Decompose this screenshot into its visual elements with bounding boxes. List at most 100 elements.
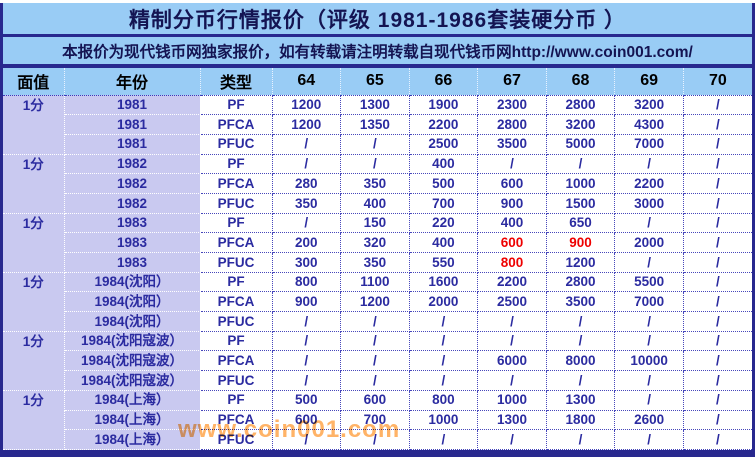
price-cell: / — [409, 370, 479, 391]
year-cell: 1981 — [64, 95, 201, 116]
price-cell: / — [272, 370, 342, 391]
price-cell: 350 — [340, 173, 410, 194]
price-cell: 900 — [272, 291, 342, 313]
price-cell: / — [546, 154, 616, 175]
price-cell: 2600 — [614, 410, 684, 431]
price-cell: 3200 — [614, 95, 684, 116]
table-row: 1982 PFCA 280 350 500 600 1000 2200/ — [3, 173, 752, 194]
grade-type-cell: PFUC — [200, 193, 273, 214]
grade-type-cell: PFUC — [200, 370, 273, 391]
table-row: 1984(沈阳） PFUC / / / / / / / — [3, 311, 752, 332]
table-row: 1983 PFCA 200 320 400 600 900 2000/ — [3, 232, 752, 253]
price-cell: / — [409, 331, 479, 352]
table-row: 1分 1983 PF/150 220 400 650// — [3, 213, 752, 273]
column-header-8: 69 — [614, 68, 684, 96]
price-cell: / — [340, 331, 410, 352]
year-cell: 1984(沈阳） — [64, 272, 201, 293]
price-cell: / — [683, 134, 752, 155]
table-row: 1984(沈阳寇波） PFCA / //6000 8000 10000/ — [3, 350, 752, 372]
grade-type-cell: PFCA — [200, 291, 273, 313]
price-cell: / — [340, 311, 410, 332]
price-cell: 600 — [272, 410, 342, 431]
year-cell: 1984(上海） — [64, 429, 201, 450]
price-cell: 800 — [477, 252, 547, 273]
grade-type-cell: PF — [200, 95, 273, 116]
price-cell: 3500 — [546, 291, 616, 313]
price-cell: / — [683, 429, 752, 450]
price-cell: 1900 — [409, 95, 479, 116]
price-cell: 1600 — [409, 272, 479, 293]
price-cell: 350 — [272, 193, 342, 214]
table-row: 1984(沈阳寇波） PFUC / / / / / / / — [3, 370, 752, 391]
price-cell: 600 — [477, 232, 547, 253]
price-cell: 320 — [340, 232, 410, 253]
table-row: 1983 PFUC 300 350 550 800 1200// — [3, 252, 752, 273]
grade-type-cell: PFUC — [200, 429, 273, 450]
denomination-cell: 1分 — [3, 331, 65, 391]
price-cell: / — [683, 370, 752, 391]
price-cell: 600 — [340, 390, 410, 411]
price-cell: / — [272, 213, 342, 234]
price-cell: 1300 — [340, 95, 410, 116]
price-cell: 650 — [546, 213, 616, 234]
price-cell: / — [477, 154, 547, 175]
price-cell: 2200 — [477, 272, 547, 293]
price-cell: 500 — [409, 173, 479, 194]
price-cell: 1500 — [546, 193, 616, 214]
price-cell: / — [546, 429, 616, 450]
price-cell: / — [340, 350, 410, 372]
price-cell: 700 — [340, 410, 410, 431]
table-row: 1982 PFUC 350 400 700 900 1500 3000/ — [3, 193, 752, 214]
price-cell: 500 — [272, 390, 342, 411]
price-cell: 200 — [272, 232, 342, 253]
price-cell: / — [614, 252, 684, 273]
price-cell: / — [683, 193, 752, 214]
price-cell: 2800 — [546, 272, 616, 293]
table-row: 1984(上海） PFCA 600 700 1000 1300 1800 2600/ — [3, 410, 752, 431]
table-row: 1分 1984(沈阳） PF 800 1100 1600 2200 2800 5500/ — [3, 272, 752, 332]
price-cell: / — [477, 331, 547, 352]
price-cell: 2500 — [477, 291, 547, 313]
table-row: 1984(沈阳） PFCA 900 1200 2000 2500 3500 7000/ — [3, 291, 752, 313]
price-cell: 2200 — [614, 173, 684, 194]
price-cell: 2000 — [409, 291, 479, 313]
column-header-9: 70 — [683, 68, 752, 96]
year-cell: 1984(沈阳寇波） — [64, 370, 201, 391]
price-cell: 300 — [272, 252, 342, 273]
price-cell: 1000 — [546, 173, 616, 194]
grade-type-cell: PFUC — [200, 311, 273, 332]
year-cell: 1984(上海） — [64, 390, 201, 411]
price-cell: 900 — [546, 232, 616, 253]
price-cell: / — [683, 331, 752, 352]
price-cell: 7000 — [614, 134, 684, 155]
price-cell: 6000 — [477, 350, 547, 372]
price-cell: 280 — [272, 173, 342, 194]
price-cell: / — [683, 350, 752, 372]
grade-type-cell: PFCA — [200, 350, 273, 372]
table-row: 1981 PFCA 1200 1350 2200 2800 3200 4300/ — [3, 114, 752, 135]
price-cell: / — [614, 154, 684, 175]
grade-type-cell: PFCA — [200, 232, 273, 253]
price-cell: / — [272, 134, 342, 155]
price-cell: / — [340, 370, 410, 391]
price-cell: / — [546, 331, 616, 352]
column-header-1: 年份 — [64, 68, 201, 96]
table-row: 1分 1982 PF //400// / / — [3, 154, 752, 214]
denomination-cell: 1分 — [3, 154, 65, 214]
price-cell: 150 — [340, 213, 410, 234]
column-header-4: 65 — [340, 68, 410, 96]
column-header-2: 类型 — [200, 68, 273, 96]
price-table-body: 1分 1981 PF 1200 1300 1900 2300 2800 3200/1981 PFC… — [3, 95, 752, 451]
price-cell: 3200 — [546, 114, 616, 135]
price-cell: 7000 — [614, 291, 684, 313]
denomination-cell: 1分 — [3, 390, 65, 451]
year-cell: 1981 — [64, 114, 201, 135]
price-cell: 1200 — [272, 95, 342, 116]
price-cell: / — [614, 331, 684, 352]
year-cell: 1981 — [64, 134, 201, 155]
grade-type-cell: PF — [200, 272, 273, 293]
grade-type-cell: PF — [200, 154, 273, 175]
price-cell: 400 — [477, 213, 547, 234]
price-cell: / — [477, 311, 547, 332]
price-cell: / — [683, 95, 752, 116]
